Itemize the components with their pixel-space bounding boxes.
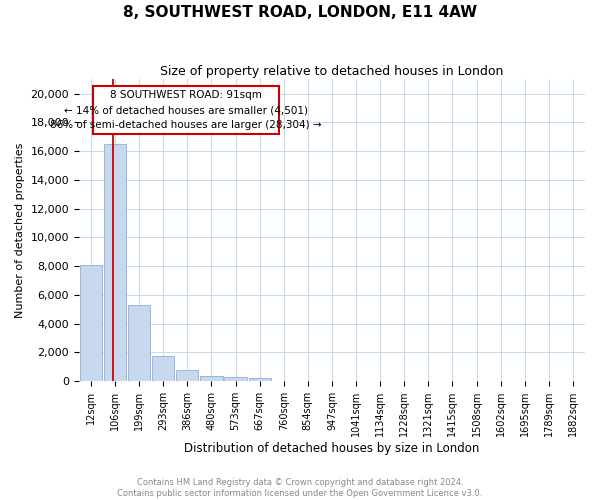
Y-axis label: Number of detached properties: Number of detached properties: [15, 142, 25, 318]
Bar: [248, 378, 271, 381]
X-axis label: Distribution of detached houses by size in London: Distribution of detached houses by size …: [184, 442, 479, 455]
Bar: [224, 378, 247, 381]
Bar: [200, 376, 223, 381]
Bar: [104, 144, 126, 381]
Text: Contains HM Land Registry data © Crown copyright and database right 2024.
Contai: Contains HM Land Registry data © Crown c…: [118, 478, 482, 498]
Bar: [128, 305, 150, 381]
Bar: [176, 370, 199, 381]
Bar: [80, 266, 102, 381]
Bar: [93, 86, 279, 134]
Text: 8, SOUTHWEST ROAD, LONDON, E11 4AW: 8, SOUTHWEST ROAD, LONDON, E11 4AW: [123, 5, 477, 20]
Text: 8 SOUTHWEST ROAD: 91sqm
← 14% of detached houses are smaller (4,501)
86% of semi: 8 SOUTHWEST ROAD: 91sqm ← 14% of detache…: [50, 90, 322, 130]
Title: Size of property relative to detached houses in London: Size of property relative to detached ho…: [160, 65, 503, 78]
Bar: [152, 356, 175, 381]
